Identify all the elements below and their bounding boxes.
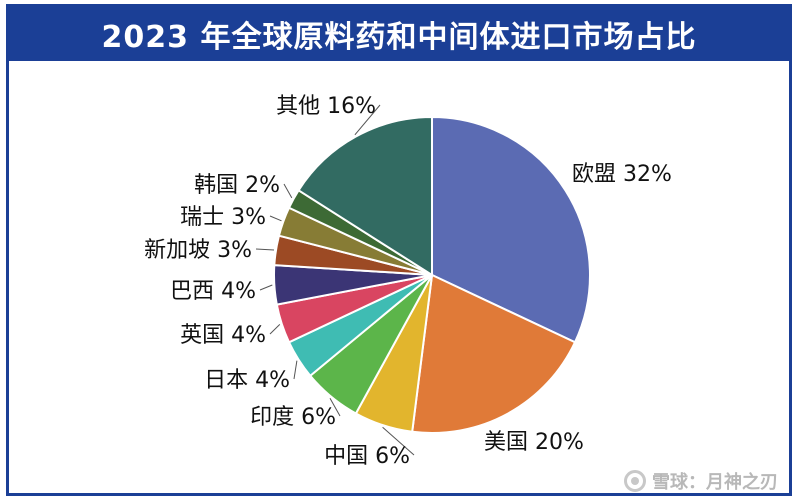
leader-line-6 xyxy=(269,324,281,335)
pie-slice-1 xyxy=(431,115,591,344)
leader-line-10 xyxy=(283,183,293,199)
watermark-text: 雪球：月神之刃 xyxy=(652,472,778,493)
snowball-logo-icon xyxy=(624,470,646,492)
slice-label-5: 日本 4% xyxy=(204,368,290,393)
slice-label-2: 美国 20% xyxy=(484,430,584,455)
leader-line-5 xyxy=(293,360,298,380)
slice-label-7: 巴西 4% xyxy=(170,279,256,304)
leader-line-9 xyxy=(269,215,282,222)
slice-label-9: 瑞士 3% xyxy=(180,205,266,230)
chart-title: 2023 年全球原料药和中间体进口市场占比 xyxy=(9,7,789,61)
slice-label-6: 英国 4% xyxy=(180,323,266,348)
slice-label-3: 中国 6% xyxy=(324,444,410,469)
watermark: 雪球：月神之刃 xyxy=(624,468,778,494)
pie-slice-2 xyxy=(411,273,577,434)
leader-line-7 xyxy=(259,284,273,291)
leader-line-11 xyxy=(354,104,381,136)
pie-slice-11 xyxy=(297,115,433,277)
leader-line-3 xyxy=(382,426,415,456)
slice-label-11: 其他 16% xyxy=(276,94,376,119)
slice-label-1: 欧盟 32% xyxy=(572,162,672,187)
slice-label-8: 新加坡 3% xyxy=(144,238,252,263)
slice-label-4: 印度 6% xyxy=(250,405,336,430)
leader-line-4 xyxy=(329,398,341,417)
slice-label-10: 韩国 2% xyxy=(194,173,280,198)
leader-line-8 xyxy=(255,248,275,251)
